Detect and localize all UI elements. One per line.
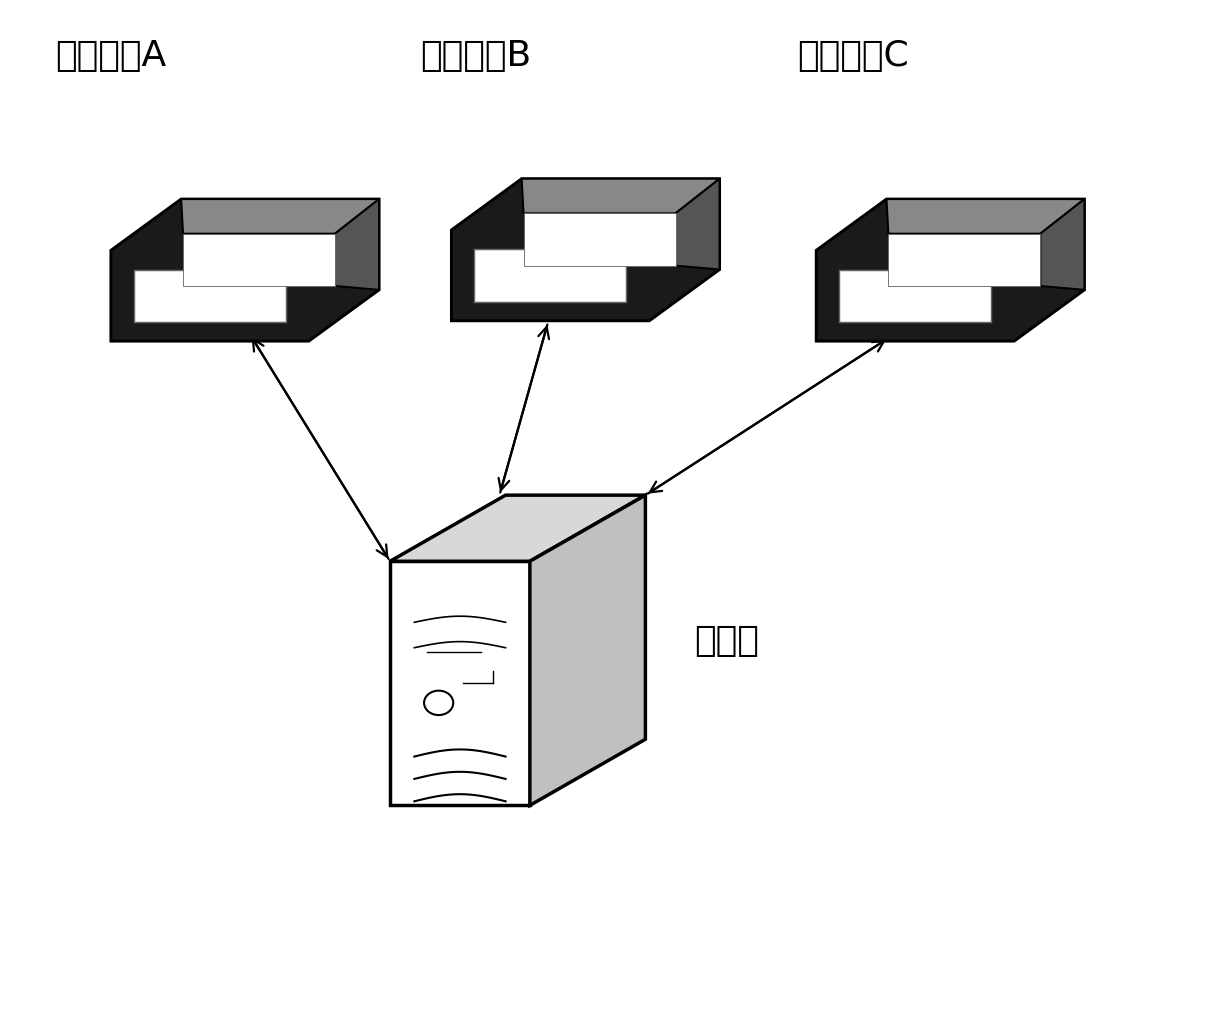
Text: 存储节点A: 存储节点A (55, 39, 167, 73)
Polygon shape (887, 199, 1085, 234)
Polygon shape (888, 234, 1041, 286)
Polygon shape (522, 178, 720, 213)
Polygon shape (817, 199, 1085, 341)
Polygon shape (451, 178, 720, 321)
Polygon shape (839, 269, 991, 322)
Polygon shape (111, 199, 379, 341)
Polygon shape (475, 250, 626, 301)
Circle shape (424, 691, 454, 716)
Polygon shape (390, 561, 530, 805)
Text: 存储节点B: 存储节点B (421, 39, 531, 73)
Polygon shape (183, 234, 335, 286)
Polygon shape (675, 178, 720, 269)
Polygon shape (181, 199, 379, 234)
Polygon shape (530, 495, 646, 805)
Polygon shape (134, 269, 285, 322)
Polygon shape (1041, 199, 1085, 290)
Polygon shape (335, 199, 379, 290)
Polygon shape (390, 495, 646, 561)
Text: 存储节点C: 存储节点C (797, 39, 909, 73)
Text: 服务器: 服务器 (694, 624, 759, 658)
Polygon shape (524, 213, 675, 266)
